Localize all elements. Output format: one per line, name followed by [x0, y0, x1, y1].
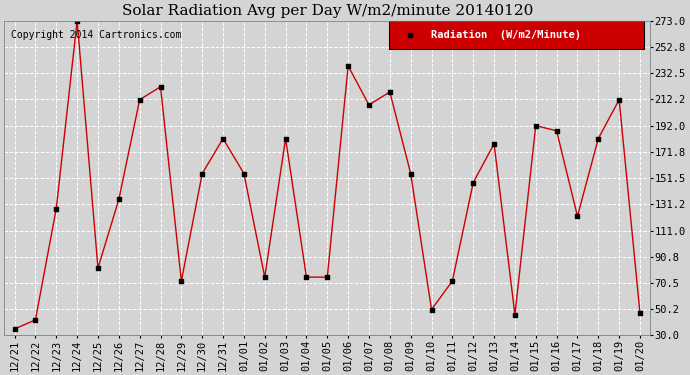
Point: [238, 171, 249, 177]
Point: [593, 136, 604, 142]
Point: [343, 63, 354, 69]
FancyBboxPatch shape: [388, 21, 644, 49]
Point: [301, 274, 312, 280]
Point: [113, 196, 124, 202]
Point: [259, 274, 270, 280]
Point: [322, 274, 333, 280]
Point: [155, 84, 166, 90]
Point: [447, 278, 458, 284]
Point: [197, 171, 208, 177]
Text: Copyright 2014 Cartronics.com: Copyright 2014 Cartronics.com: [10, 30, 181, 40]
Title: Solar Radiation Avg per Day W/m2/minute 20140120: Solar Radiation Avg per Day W/m2/minute …: [121, 4, 533, 18]
Point: [551, 128, 562, 134]
Point: [405, 171, 416, 177]
Point: [72, 18, 83, 24]
Point: [9, 326, 20, 332]
Point: [489, 141, 500, 147]
Point: [134, 97, 145, 103]
Point: [509, 312, 520, 318]
Point: [176, 278, 187, 284]
Point: [384, 89, 395, 95]
Point: [468, 180, 479, 186]
Point: [217, 136, 228, 142]
Point: [613, 97, 624, 103]
Point: [30, 317, 41, 323]
Point: [572, 213, 583, 219]
Point: [635, 310, 646, 316]
Point: [530, 123, 541, 129]
Point: [364, 102, 375, 108]
Text: Radiation  (W/m2/Minute): Radiation (W/m2/Minute): [431, 30, 581, 40]
Point: [426, 306, 437, 312]
Point: [51, 206, 62, 212]
Point: [92, 265, 104, 271]
Point: [280, 136, 291, 142]
